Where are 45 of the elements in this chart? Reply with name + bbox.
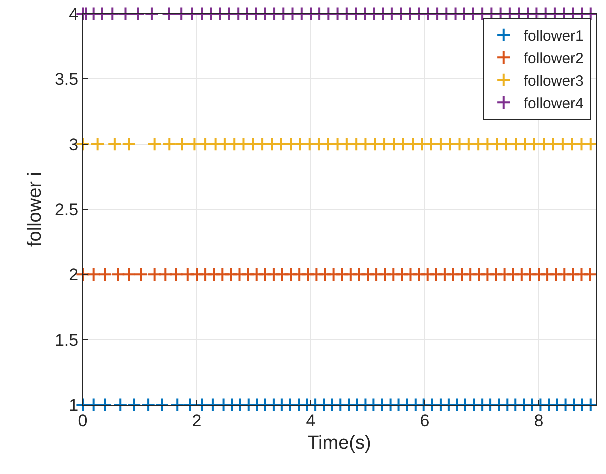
point — [170, 398, 185, 412]
point — [162, 137, 177, 152]
y-tick-label: 2.5 — [54, 200, 79, 220]
legend-label: follower3 — [524, 73, 584, 90]
x-tick-label: 4 — [306, 411, 316, 430]
x-tick-label: 6 — [420, 411, 430, 430]
y-tick-label: 3.5 — [54, 70, 79, 90]
point — [122, 137, 136, 152]
point — [86, 267, 102, 282]
point — [134, 267, 148, 282]
y-axis-title: follower i — [24, 172, 46, 247]
point — [182, 398, 198, 412]
y-tick-label: 3 — [69, 135, 79, 154]
y-tick-label: 2 — [69, 266, 79, 285]
point — [144, 6, 160, 22]
x-axis-title: Time(s) — [308, 433, 372, 454]
point — [130, 6, 146, 22]
point — [148, 137, 162, 152]
y-tick-label: 1.5 — [54, 330, 79, 350]
legend-label: follower1 — [524, 28, 584, 46]
point — [111, 267, 126, 282]
y-tick-label: 1 — [69, 396, 79, 415]
point — [141, 398, 156, 412]
x-tick-label: 8 — [534, 411, 544, 430]
point — [174, 137, 190, 152]
point — [583, 267, 598, 282]
legend-label: follower4 — [524, 96, 584, 113]
point — [108, 137, 122, 152]
point — [118, 6, 134, 22]
point — [169, 267, 184, 282]
point — [162, 6, 176, 22]
point — [122, 267, 136, 282]
x-tick-label: 2 — [192, 411, 202, 430]
x-tick-label: 0 — [78, 411, 88, 430]
point — [158, 267, 173, 282]
point — [127, 398, 142, 412]
point — [584, 137, 598, 152]
point — [187, 137, 202, 152]
point — [154, 398, 170, 412]
point — [148, 267, 162, 282]
point — [90, 137, 106, 152]
legend-label: follower2 — [524, 50, 584, 68]
point — [113, 398, 128, 412]
point — [98, 267, 113, 282]
y-tick-label: 4 — [69, 4, 79, 24]
